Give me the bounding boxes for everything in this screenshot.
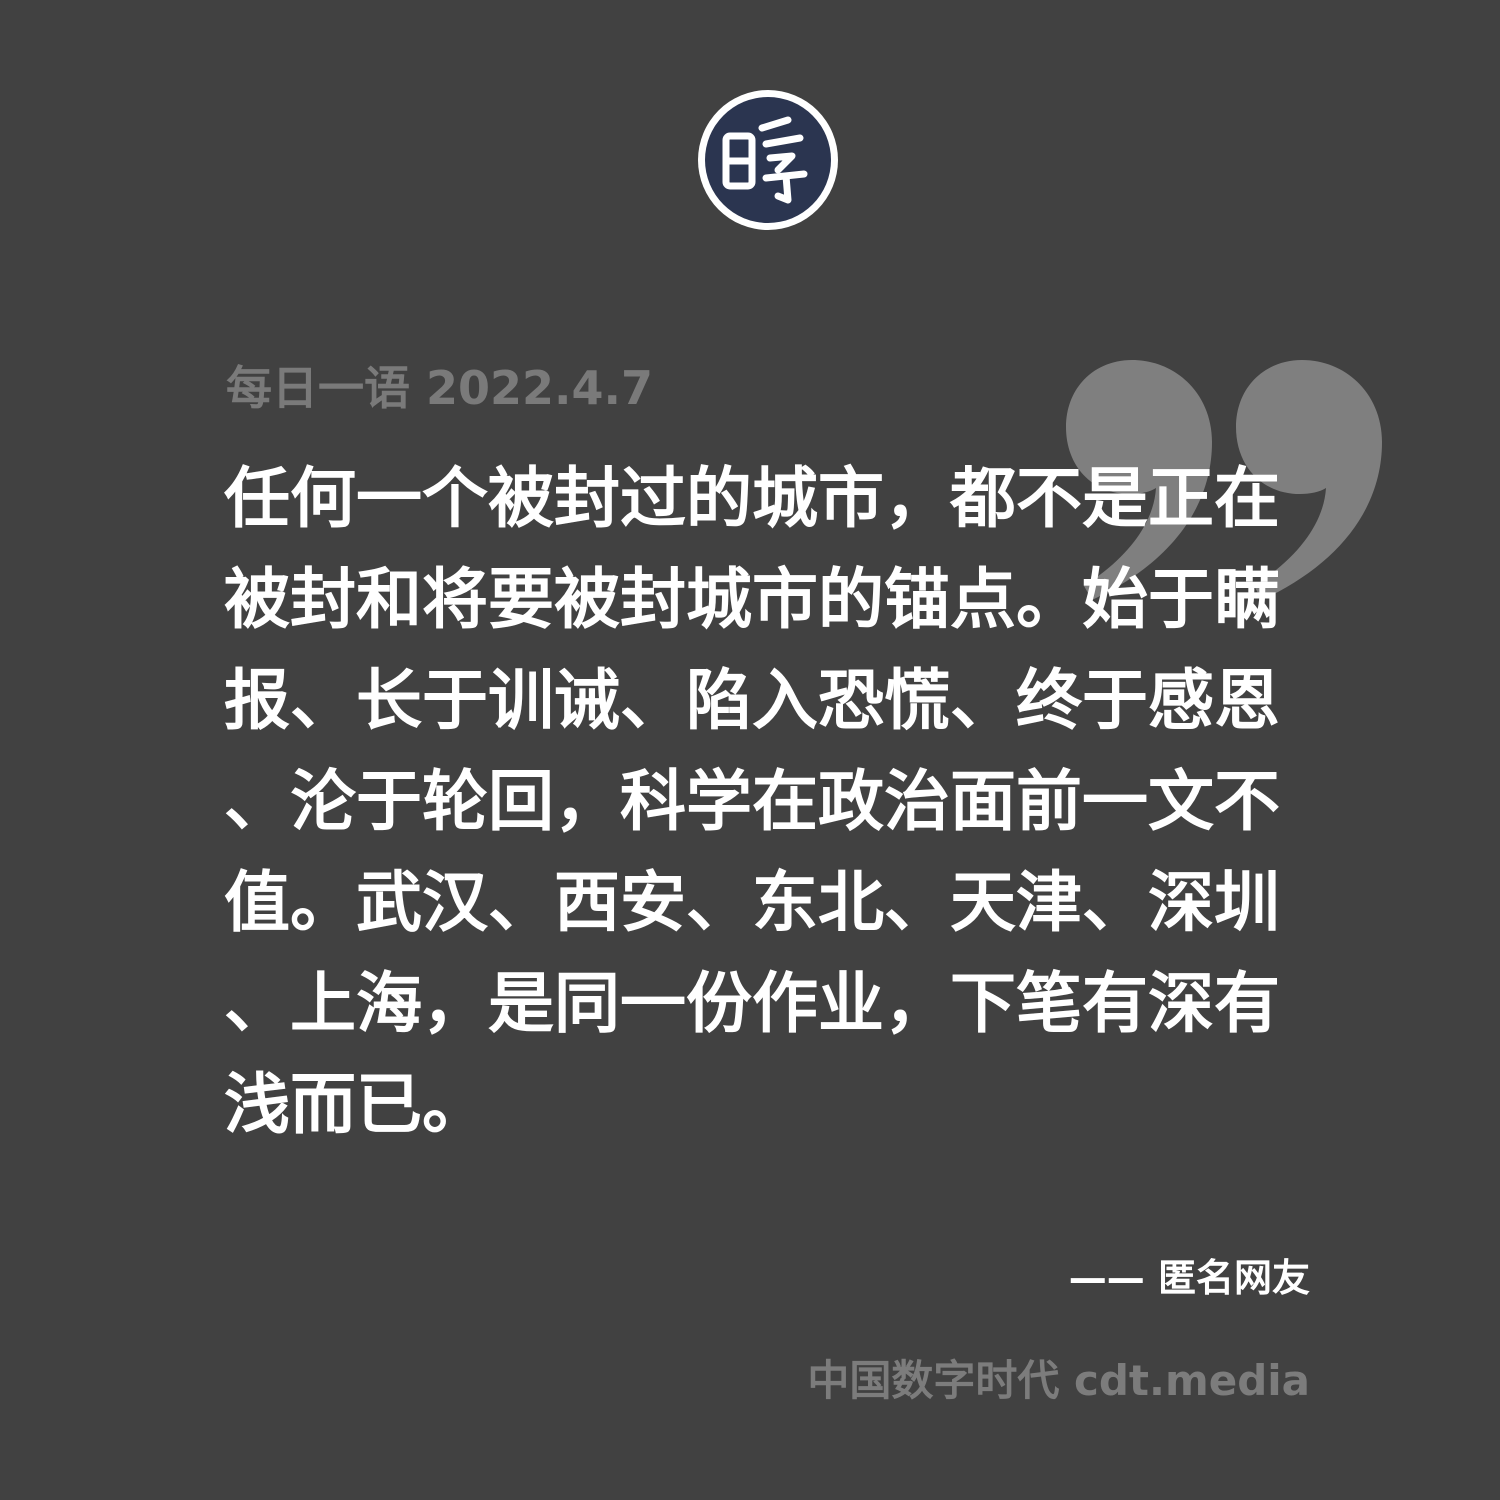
closing-quote-icon <box>1066 360 1382 600</box>
quote-attribution: —— 匿名网友 <box>1068 1256 1310 1300</box>
date-heading: 每日一语 2022.4.7 <box>226 361 654 415</box>
quote-line: 、沦于轮回，科学在政治面前一文不 <box>224 762 1280 840</box>
quote-line: 浅而已。 <box>224 1065 488 1143</box>
quote-line: 被封和将要被封城市的锚点。始于瞒 <box>224 560 1280 638</box>
quote-line: 任何一个被封过的城市，都不是正在 <box>224 459 1280 537</box>
quote-line: 值。武汉、西安、东北、天津、深圳 <box>224 863 1280 941</box>
quote-line: 报、长于训诫、陷入恐慌、终于感恩 <box>224 661 1280 739</box>
quote-body: 任何一个被封过的城市，都不是正在 被封和将要被封城市的锚点。始于瞒 报、长于训诫… <box>224 448 1314 1155</box>
footer-brand: 中国数字时代 cdt.media <box>807 1356 1310 1405</box>
quote-line: 、上海，是同一份作业，下笔有深有 <box>224 964 1280 1042</box>
cdt-seal-logo-icon <box>698 90 838 230</box>
